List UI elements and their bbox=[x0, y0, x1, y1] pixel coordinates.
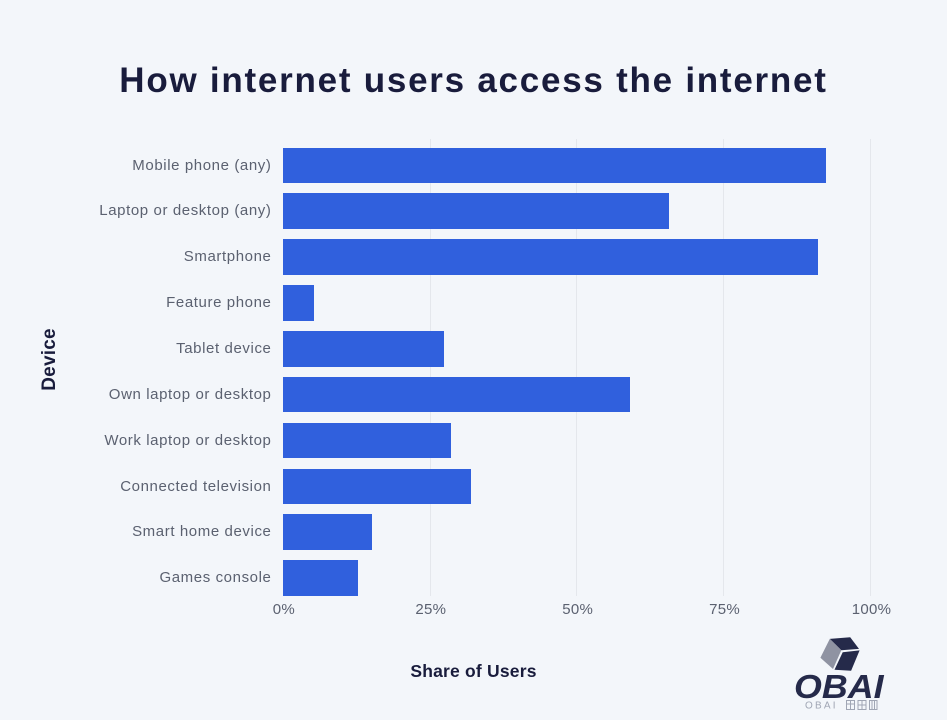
svg-text:OBAI: OBAI bbox=[805, 701, 838, 712]
